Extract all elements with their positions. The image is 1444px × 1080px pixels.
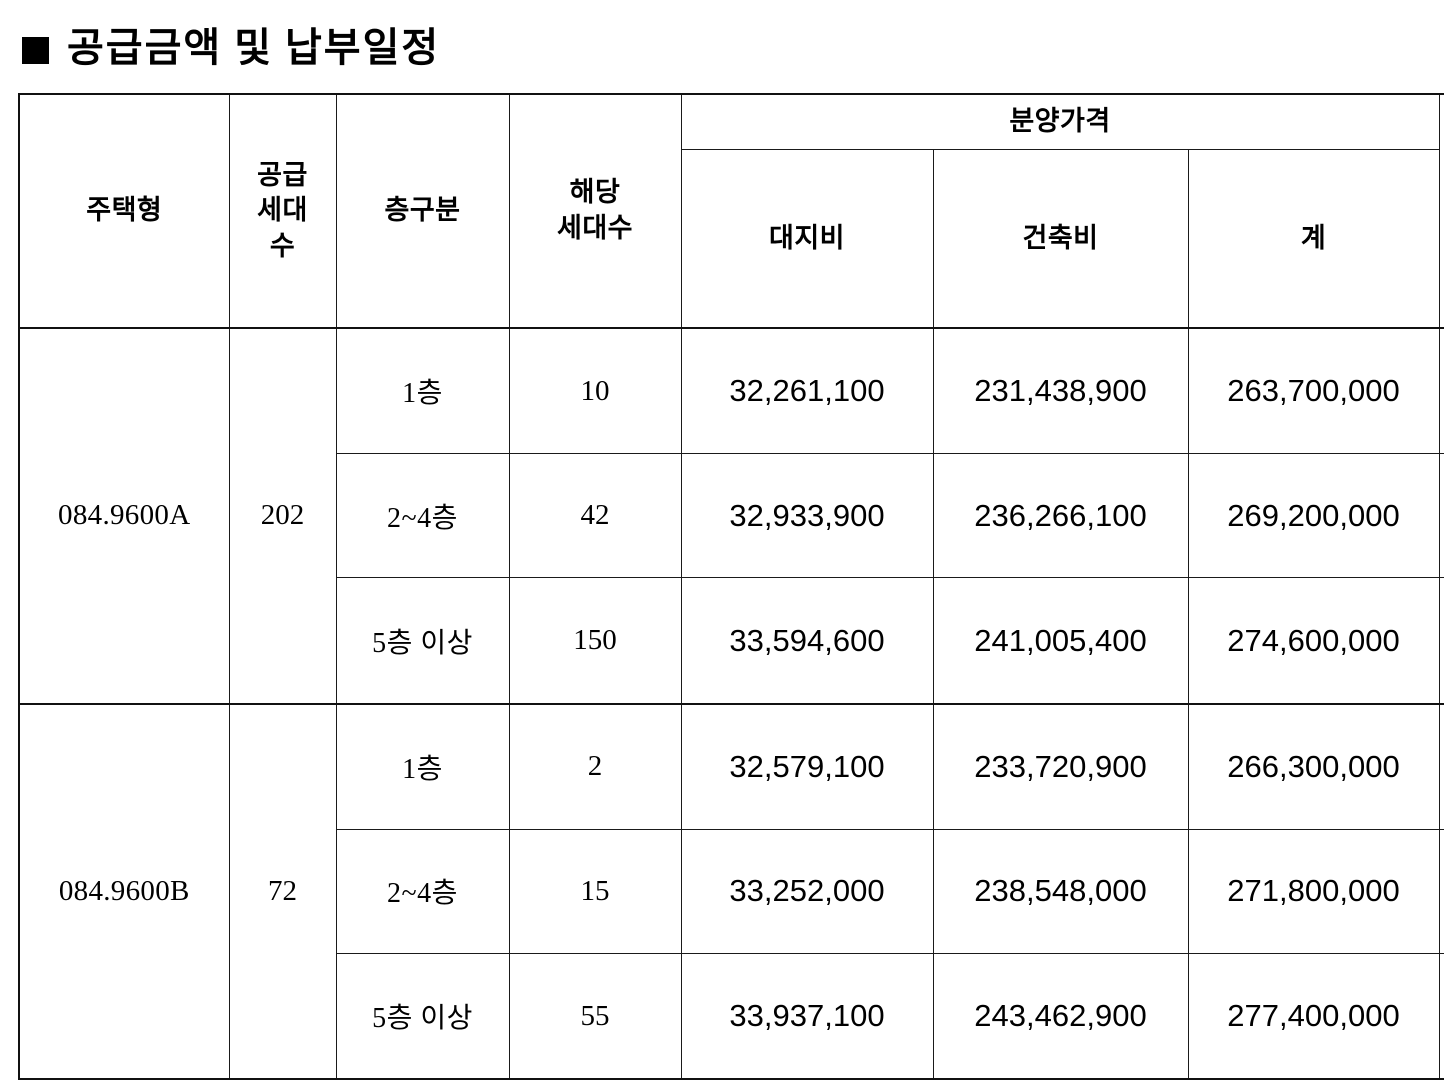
section-heading-text: 공급금액 및 납부일정 — [67, 25, 441, 70]
cell-floor-division: 2~4층 — [335, 453, 510, 579]
cell-land-cost: 33,252,000 — [680, 828, 934, 955]
cell-land-cost: 32,579,100 — [680, 702, 934, 830]
section-heading: 공급금액 및 납부일정 — [22, 20, 440, 76]
header-total: 계 — [1187, 149, 1440, 329]
cell-building-cost: 231,438,900 — [932, 327, 1189, 455]
header-land-cost: 대지비 — [680, 149, 934, 329]
cell-extra-cropped — [1438, 327, 1444, 455]
cell-building-cost: 236,266,100 — [932, 453, 1189, 579]
document-page: 공급금액 및 납부일정 주택형 공급 세대 수 — [18, 20, 1444, 1080]
header-extra-cropped — [1438, 93, 1444, 329]
cell-supply-units: 72 — [228, 702, 337, 1080]
table-row: 2~4층 15 33,252,000 238,548,000 271,800,000 — [19, 828, 1444, 955]
header-row-bottom: 대지비 건축비 계 — [19, 149, 1444, 329]
cell-extra-cropped — [1438, 577, 1444, 705]
cell-floor-division: 2~4층 — [335, 828, 510, 955]
table-header: 주택형 공급 세대 수 층구분 해당 세대수 분양가격 — [18, 93, 1444, 329]
cell-housing-type: 084.9600B — [18, 702, 230, 1080]
cell-land-cost: 32,933,900 — [680, 453, 934, 579]
cell-unit-count: 55 — [508, 953, 682, 1080]
cell-land-cost: 33,594,600 — [680, 577, 934, 705]
table-row: 2~4층 42 32,933,900 236,266,100 269,200,000 — [19, 453, 1444, 579]
cell-unit-count: 15 — [508, 828, 682, 955]
header-sale-price-group: 분양가격 — [680, 93, 1440, 150]
cell-land-cost: 32,261,100 — [680, 327, 934, 455]
cell-floor-division: 5층 이상 — [335, 953, 510, 1080]
table-row: 084.9600B 72 1층 2 32,579,100 233,720,900 266,3… — [18, 702, 1444, 1080]
cell-extra-cropped — [1438, 702, 1444, 830]
cell-total-price: 266,300,000 — [1187, 702, 1440, 830]
supply-price-table-wrapper: 주택형 공급 세대 수 층구분 해당 세대수 분양가격 — [18, 93, 1444, 1080]
cell-land-cost: 33,937,100 — [680, 953, 934, 1080]
cell-extra-cropped — [1438, 953, 1444, 1080]
header-floor-division: 층구분 — [335, 93, 510, 329]
cell-building-cost: 241,005,400 — [932, 577, 1189, 705]
cell-unit-count: 150 — [508, 577, 682, 705]
cell-total-price: 274,600,000 — [1187, 577, 1440, 705]
supply-price-table: 주택형 공급 세대 수 층구분 해당 세대수 분양가격 — [18, 93, 1444, 1080]
cell-floor-division: 1층 — [335, 327, 510, 455]
cell-total-price: 263,700,000 — [1187, 327, 1440, 455]
header-row-top: 주택형 공급 세대 수 층구분 해당 세대수 분양가격 — [18, 93, 1444, 329]
cell-supply-units: 202 — [228, 327, 337, 705]
cell-building-cost: 233,720,900 — [932, 702, 1189, 830]
cell-building-cost: 238,548,000 — [932, 828, 1189, 955]
cell-unit-count: 42 — [508, 453, 682, 579]
cell-housing-type: 084.9600A — [18, 327, 230, 705]
header-housing-type: 주택형 — [18, 93, 230, 329]
cell-unit-count: 2 — [508, 702, 682, 830]
table-row: 084.9600A 202 1층 10 32,261,100 231,438,900 263… — [18, 327, 1444, 705]
black-square-bullet-icon — [22, 36, 49, 64]
cell-total-price: 269,200,000 — [1187, 453, 1440, 579]
cell-floor-division: 1층 — [335, 702, 510, 830]
header-building-cost: 건축비 — [932, 149, 1189, 329]
cell-unit-count: 10 — [508, 327, 682, 455]
header-unit-count: 해당 세대수 — [508, 93, 682, 329]
cell-total-price: 277,400,000 — [1187, 953, 1440, 1080]
cell-building-cost: 243,462,900 — [932, 953, 1189, 1080]
cell-extra-cropped — [1438, 828, 1444, 955]
header-supply-units: 공급 세대 수 — [228, 93, 337, 329]
table-body: 084.9600A 202 1층 10 32,261,100 231,438,900 263… — [18, 327, 1444, 1080]
cell-floor-division: 5층 이상 — [335, 577, 510, 705]
cell-total-price: 271,800,000 — [1187, 828, 1440, 955]
cell-extra-cropped — [1438, 453, 1444, 579]
